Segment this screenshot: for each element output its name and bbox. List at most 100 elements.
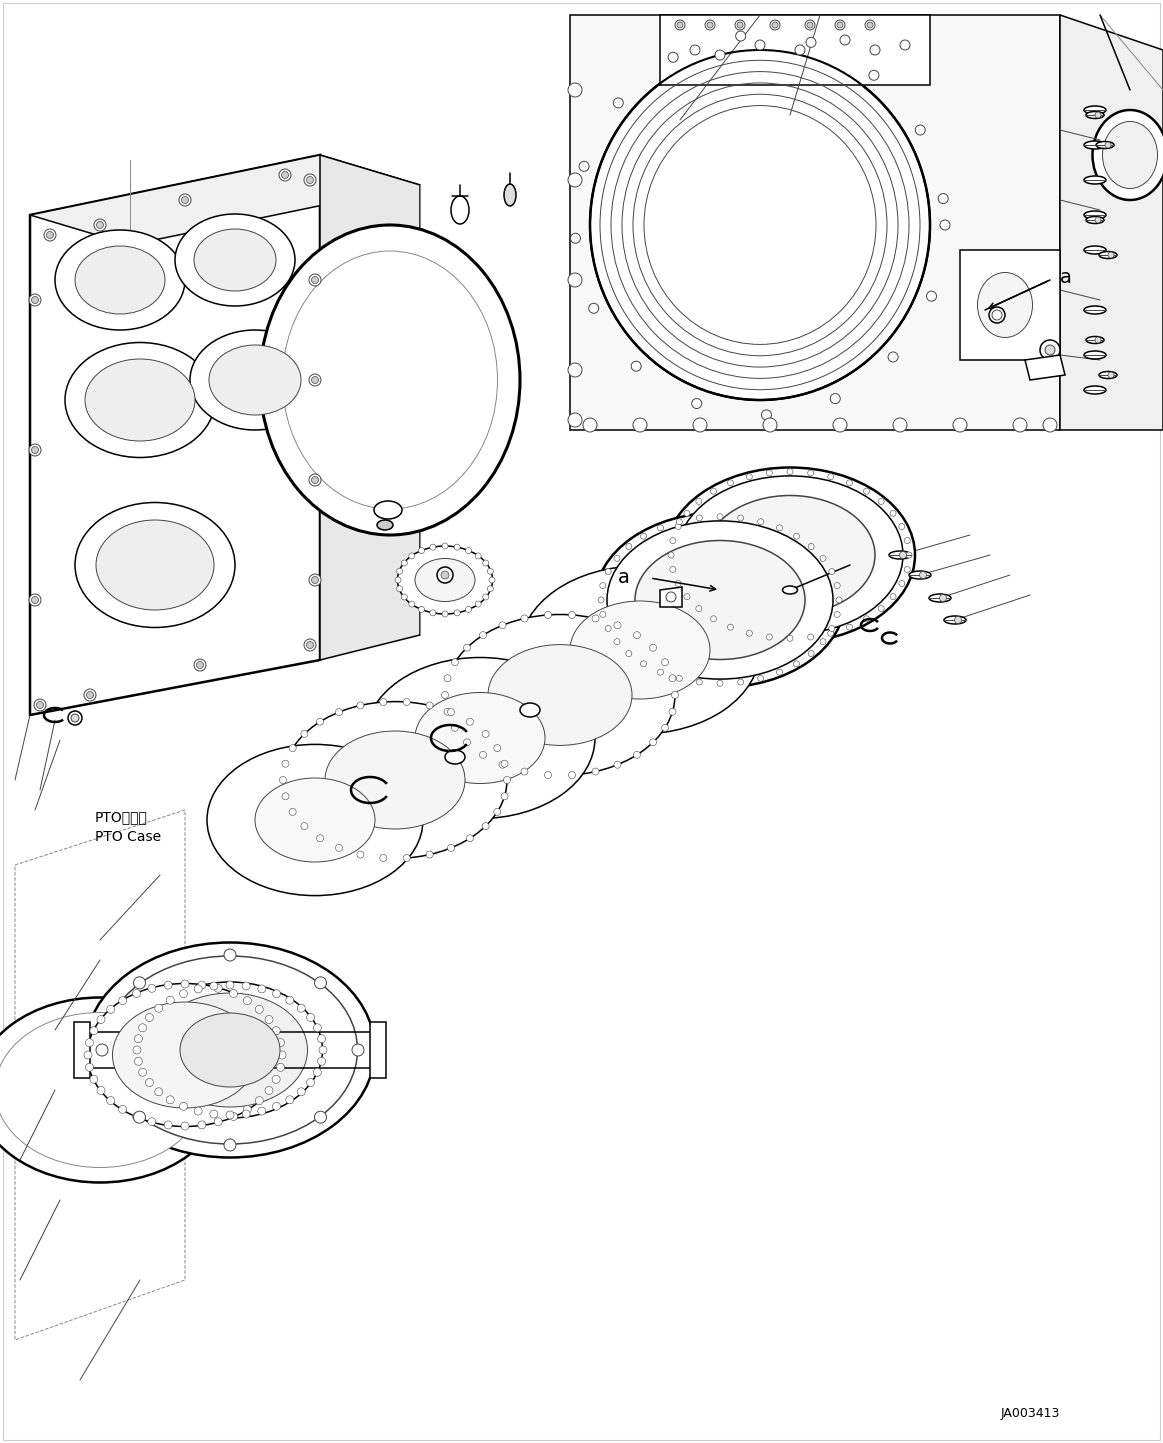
Circle shape — [488, 577, 495, 583]
Circle shape — [209, 983, 217, 990]
Circle shape — [90, 1027, 98, 1035]
Circle shape — [777, 525, 783, 531]
Circle shape — [430, 610, 436, 616]
Circle shape — [840, 35, 850, 45]
Circle shape — [107, 1097, 115, 1105]
Ellipse shape — [1099, 371, 1116, 378]
Ellipse shape — [1086, 111, 1104, 118]
Circle shape — [135, 1058, 142, 1065]
Ellipse shape — [1099, 251, 1116, 258]
Circle shape — [939, 193, 948, 203]
Circle shape — [890, 511, 896, 517]
Ellipse shape — [209, 345, 301, 416]
Circle shape — [85, 1039, 93, 1046]
Circle shape — [441, 571, 449, 579]
Circle shape — [808, 544, 814, 550]
Circle shape — [265, 1087, 273, 1094]
Ellipse shape — [570, 600, 709, 698]
Circle shape — [737, 680, 743, 685]
Circle shape — [747, 473, 752, 479]
Circle shape — [940, 595, 947, 602]
Ellipse shape — [85, 359, 195, 442]
Circle shape — [614, 622, 621, 629]
Circle shape — [194, 659, 206, 671]
Ellipse shape — [283, 701, 507, 859]
Circle shape — [820, 556, 826, 561]
Circle shape — [404, 698, 411, 706]
Circle shape — [569, 772, 576, 779]
Ellipse shape — [504, 185, 516, 206]
Circle shape — [626, 651, 632, 657]
Ellipse shape — [977, 273, 1033, 338]
Circle shape — [705, 20, 715, 30]
Circle shape — [1105, 141, 1111, 149]
Circle shape — [430, 544, 436, 550]
Circle shape — [197, 661, 204, 668]
Circle shape — [224, 1139, 236, 1152]
Circle shape — [605, 625, 612, 632]
Circle shape — [677, 22, 683, 27]
Circle shape — [588, 303, 599, 313]
Circle shape — [272, 1027, 280, 1035]
Circle shape — [317, 1058, 326, 1065]
Circle shape — [138, 1068, 147, 1076]
Circle shape — [279, 169, 291, 180]
Circle shape — [309, 374, 321, 385]
Circle shape — [155, 1004, 163, 1012]
Circle shape — [94, 219, 106, 231]
Circle shape — [133, 990, 141, 997]
Circle shape — [479, 632, 486, 639]
Circle shape — [650, 644, 657, 651]
Circle shape — [304, 639, 316, 651]
Circle shape — [568, 84, 582, 97]
Circle shape — [697, 680, 702, 685]
Ellipse shape — [1084, 141, 1106, 149]
Circle shape — [166, 996, 174, 1004]
Text: PTOケース: PTOケース — [95, 810, 148, 824]
Circle shape — [1046, 345, 1055, 355]
Ellipse shape — [415, 558, 475, 602]
Circle shape — [834, 612, 840, 618]
Polygon shape — [659, 14, 930, 85]
Circle shape — [657, 670, 664, 675]
Polygon shape — [1025, 355, 1065, 380]
Circle shape — [97, 1016, 105, 1023]
Circle shape — [243, 1105, 251, 1114]
Polygon shape — [959, 250, 1059, 359]
Polygon shape — [659, 587, 682, 608]
Circle shape — [592, 615, 599, 622]
Circle shape — [258, 1107, 266, 1115]
Circle shape — [605, 569, 612, 574]
Circle shape — [670, 567, 676, 573]
Circle shape — [598, 597, 604, 603]
Ellipse shape — [190, 330, 320, 430]
Ellipse shape — [365, 658, 595, 818]
Circle shape — [442, 691, 449, 698]
Circle shape — [465, 547, 471, 554]
Circle shape — [835, 20, 846, 30]
Circle shape — [758, 675, 764, 681]
Circle shape — [1096, 216, 1101, 224]
Ellipse shape — [1086, 216, 1104, 224]
Circle shape — [265, 1016, 273, 1023]
Circle shape — [258, 986, 266, 993]
Circle shape — [820, 639, 826, 645]
Circle shape — [1040, 341, 1059, 359]
Circle shape — [483, 595, 488, 600]
Ellipse shape — [1084, 176, 1106, 185]
Circle shape — [1043, 418, 1057, 431]
Circle shape — [544, 612, 551, 619]
Circle shape — [286, 1095, 294, 1104]
Circle shape — [697, 515, 702, 521]
Circle shape — [316, 834, 323, 841]
Circle shape — [904, 538, 911, 544]
Ellipse shape — [607, 521, 833, 680]
Circle shape — [715, 51, 725, 61]
Ellipse shape — [705, 495, 875, 615]
Circle shape — [483, 823, 490, 830]
Circle shape — [766, 470, 772, 476]
Circle shape — [448, 844, 455, 851]
Ellipse shape — [665, 468, 915, 642]
Circle shape — [626, 544, 632, 550]
Circle shape — [499, 622, 506, 629]
